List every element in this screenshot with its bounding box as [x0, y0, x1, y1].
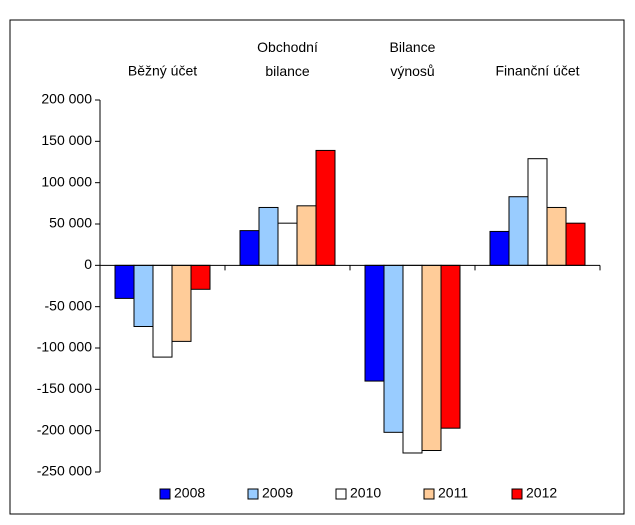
category-label: Obchodní bilance: [257, 39, 318, 79]
y-tick-label: -250 000: [37, 463, 92, 479]
bar: [239, 230, 260, 266]
y-tick-label: -50 000: [45, 297, 93, 313]
legend-label: 2012: [526, 485, 557, 501]
bar: [402, 264, 423, 454]
bar: [508, 196, 529, 266]
legend-label: 2011: [438, 485, 468, 501]
legend-swatch: [247, 488, 259, 500]
bar: [364, 264, 385, 382]
y-tick-label: -200 000: [37, 421, 92, 437]
y-tick-label: 200 000: [41, 91, 92, 107]
category-label: Běžný účet: [128, 63, 197, 79]
y-tick-label: 50 000: [49, 215, 92, 231]
bar: [440, 264, 461, 429]
bar: [277, 222, 298, 266]
bar: [527, 158, 548, 266]
y-tick-label: -150 000: [37, 380, 92, 396]
legend-label: 2010: [350, 485, 381, 501]
bar: [421, 264, 442, 452]
chart-frame: [9, 19, 625, 515]
bar: [315, 149, 336, 266]
bar: [133, 264, 154, 328]
bar: [296, 205, 317, 266]
y-tick-label: 100 000: [41, 173, 92, 189]
category-label: Bilance výnosů: [390, 39, 436, 79]
y-tick-label: 150 000: [41, 132, 92, 148]
legend-label: 2008: [174, 485, 205, 501]
bar: [489, 230, 510, 266]
legend-swatch: [159, 488, 171, 500]
legend-swatch: [423, 488, 435, 500]
legend-swatch: [511, 488, 523, 500]
legend-label: 2009: [262, 485, 293, 501]
bar: [546, 206, 567, 266]
bar: [258, 206, 279, 266]
category-label: Finanční účet: [495, 63, 579, 79]
bar: [114, 264, 135, 299]
bar: [152, 264, 173, 358]
y-tick-label: -100 000: [37, 339, 92, 355]
legend-swatch: [335, 488, 347, 500]
bar: [190, 264, 211, 290]
bar: [383, 264, 404, 433]
bar: [171, 264, 192, 342]
y-tick-label: 0: [84, 256, 92, 272]
bar: [565, 222, 586, 266]
